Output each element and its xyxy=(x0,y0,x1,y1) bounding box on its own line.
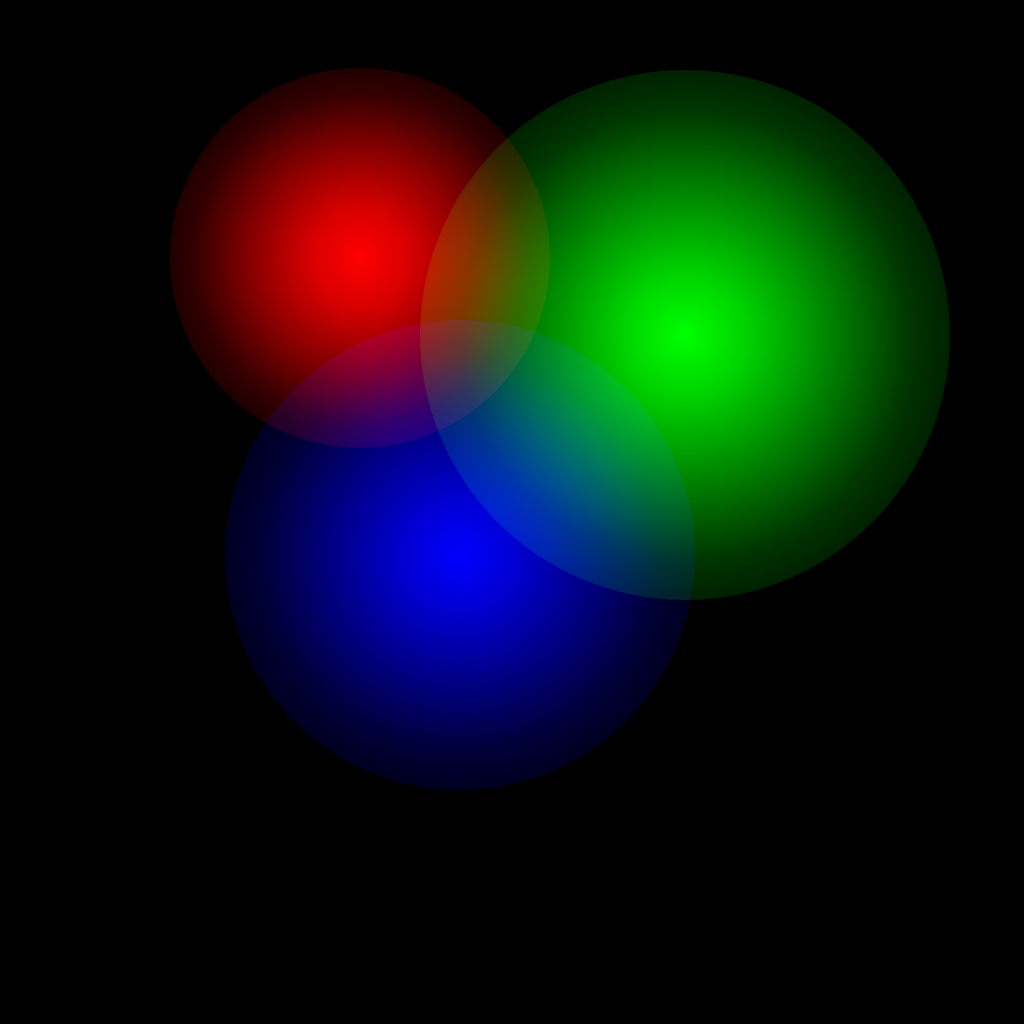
blue-glow-circle xyxy=(225,320,695,790)
